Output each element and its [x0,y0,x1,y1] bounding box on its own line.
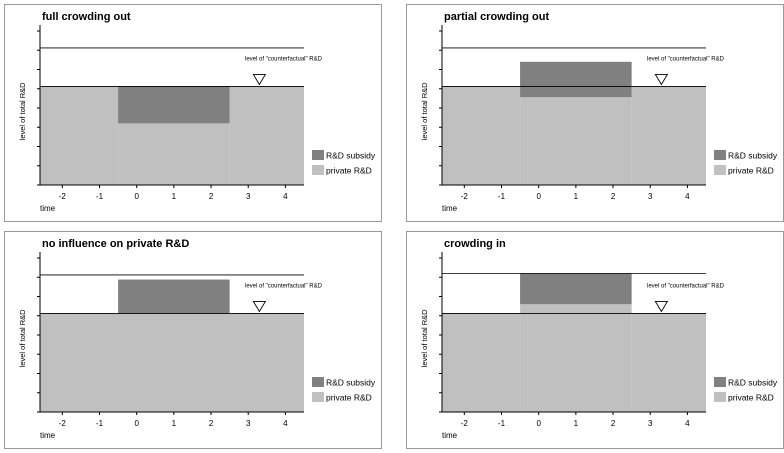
panel-crowding-in: -2 -1 0 1 2 3 4 crowding in time level of total R… [406,231,784,449]
y-axis-label: level of total R&D [420,82,429,141]
x-tick-label: 0 [134,192,139,201]
panel-title: no influence on private R&D [42,238,189,250]
x-tick-label: 1 [574,192,579,201]
x-tick-label: 4 [685,419,690,428]
counterfactual-label: level of "counterfactual" R&D [245,56,323,62]
legend-swatch [714,150,726,160]
x-tick-label: 2 [611,419,616,428]
legend-swatch [312,165,324,175]
legend-label: R&D subsidy [728,151,778,161]
legend-swatch [312,392,324,402]
subsidy-block [118,279,230,314]
counterfactual-label: level of "counterfactual" R&D [647,56,725,62]
counterfactual-marker [252,73,267,86]
legend-swatch [714,377,726,387]
legend-swatch [312,377,324,387]
y-axis-label: level of total R&D [18,309,27,368]
x-tick-label: -1 [96,192,104,201]
panel-frame [4,231,382,449]
panel-frame [4,4,382,222]
panel-title: full crowding out [42,11,131,23]
x-tick-label: 3 [246,192,251,201]
chart-svg: -2 -1 0 1 2 3 4 crowding in time level of total R… [406,231,784,449]
legend-swatch [714,392,726,402]
x-tick-label: 3 [246,419,251,428]
x-axis-label: time [442,431,458,440]
legend-label: R&D subsidy [728,378,778,388]
private-rd-area [442,313,521,412]
x-axis-label: time [40,204,56,213]
panel-full-crowding-out: -2 -1 0 1 2 3 4 full crowding out time level of t… [4,4,382,222]
x-tick-label: -2 [59,192,67,201]
x-tick-label: -1 [96,419,104,428]
private-rd-area [442,86,521,185]
x-axis-label: time [40,431,56,440]
chart-svg: -2 -1 0 1 2 3 4 partial crowding out time level o… [406,4,784,222]
x-tick-label: -2 [461,419,469,428]
x-tick-label: 2 [209,192,214,201]
x-axis-label: time [442,204,458,213]
chart-svg: -2 -1 0 1 2 3 4 no influence on private R&D time… [4,231,382,449]
counterfactual-marker [252,300,267,313]
legend-label: private R&D [326,166,372,176]
counterfactual-marker [654,73,669,86]
private-rd-area [631,86,706,185]
legend-swatch [714,165,726,175]
y-axis-label: level of total R&D [18,82,27,141]
x-tick-label: 1 [172,192,177,201]
x-tick-label: 3 [648,192,653,201]
x-tick-label: 1 [172,419,177,428]
private-rd-area [40,86,119,185]
panel-title: crowding in [444,238,506,250]
x-tick-label: 4 [283,192,288,201]
private-rd-area [520,97,632,185]
legend-label: R&D subsidy [326,151,376,161]
x-tick-label: 1 [574,419,579,428]
legend-label: private R&D [728,393,774,403]
x-tick-label: 0 [536,419,541,428]
private-rd-area [631,313,706,412]
private-rd-area [229,86,304,185]
x-tick-label: -1 [498,192,506,201]
panel-title: partial crowding out [444,11,549,23]
x-tick-label: 4 [685,192,690,201]
panel-partial-crowding-out: -2 -1 0 1 2 3 4 partial crowding out time level o… [406,4,784,222]
counterfactual-label: level of "counterfactual" R&D [245,283,323,289]
counterfactual-marker [654,300,669,313]
x-tick-label: 2 [209,419,214,428]
x-tick-label: 3 [648,419,653,428]
x-tick-label: -2 [461,192,469,201]
subsidy-block [520,61,632,98]
x-tick-label: -1 [498,419,506,428]
private-rd-area [118,123,230,185]
legend-label: private R&D [326,393,372,403]
y-axis-label: level of total R&D [420,309,429,368]
panel-no-influence: -2 -1 0 1 2 3 4 no influence on private R&D time… [4,231,382,449]
subsidy-block [118,86,230,124]
private-rd-area [40,313,304,412]
subsidy-block [520,273,632,305]
legend-label: private R&D [728,166,774,176]
x-tick-label: 4 [283,419,288,428]
x-tick-label: 0 [134,419,139,428]
x-tick-label: -2 [59,419,67,428]
legend-label: R&D subsidy [326,378,376,388]
counterfactual-label: level of "counterfactual" R&D [647,283,725,289]
private-rd-area [520,304,632,412]
x-tick-label: 0 [536,192,541,201]
x-tick-label: 2 [611,192,616,201]
chart-svg: -2 -1 0 1 2 3 4 full crowding out time level of t… [4,4,382,222]
legend-swatch [312,150,324,160]
